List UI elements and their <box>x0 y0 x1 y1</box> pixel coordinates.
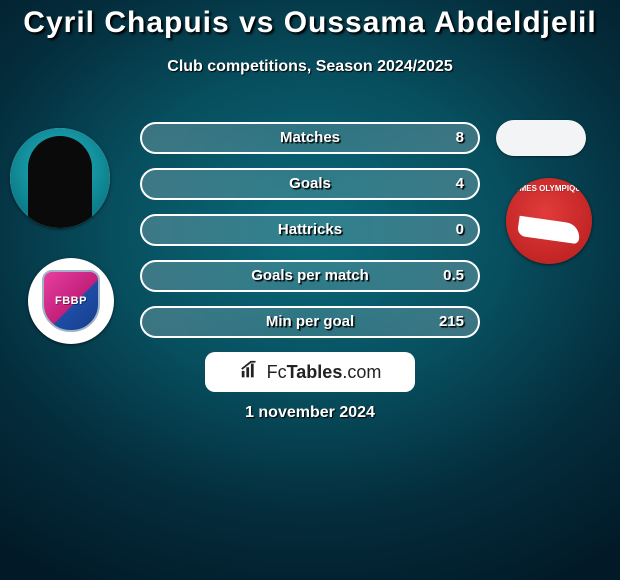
stat-row-goals: Goals4 <box>140 168 480 200</box>
stat-label: Goals <box>142 170 478 198</box>
club-left-logo: FBBP <box>28 258 114 344</box>
stat-row-min-per-goal: Min per goal215 <box>140 306 480 338</box>
stat-label: Hattricks <box>142 216 478 244</box>
brand-suffix: .com <box>342 362 381 382</box>
comparison-card: Cyril Chapuis vs Oussama Abdeldjelil Clu… <box>0 0 620 580</box>
stat-row-hattricks: Hattricks0 <box>140 214 480 246</box>
stat-row-matches: Matches8 <box>140 122 480 154</box>
stat-value-right: 215 <box>439 308 464 336</box>
page-title: Cyril Chapuis vs Oussama Abdeldjelil <box>0 6 620 40</box>
brand-bold: Tables <box>287 362 343 382</box>
stat-label: Goals per match <box>142 262 478 290</box>
stat-label: Matches <box>142 124 478 152</box>
stat-value-right: 4 <box>456 170 464 198</box>
stat-row-goals-per-match: Goals per match0.5 <box>140 260 480 292</box>
club-right-label: NIMES OLYMPIQUE <box>506 184 592 193</box>
brand-prefix: Fc <box>267 362 287 382</box>
club-right-logo: NIMES OLYMPIQUE <box>506 178 592 264</box>
stat-value-right: 0.5 <box>443 262 464 290</box>
stat-value-right: 0 <box>456 216 464 244</box>
player-left-avatar <box>10 128 110 228</box>
stat-label: Min per goal <box>142 308 478 336</box>
snapshot-date: 1 november 2024 <box>0 404 620 422</box>
fctables-brand: FcTables.com <box>205 352 415 392</box>
stat-value-right: 8 <box>456 124 464 152</box>
subtitle: Club competitions, Season 2024/2025 <box>0 58 620 76</box>
chart-icon <box>239 359 261 386</box>
club-left-label: FBBP <box>55 295 87 307</box>
player-right-avatar <box>496 120 586 156</box>
